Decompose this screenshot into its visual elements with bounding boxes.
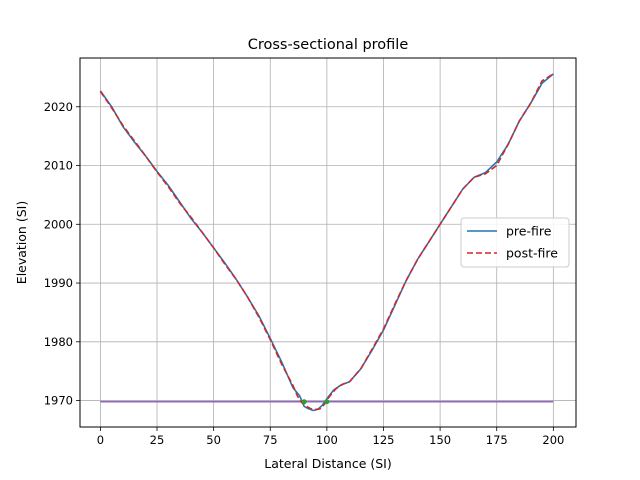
x-tick-label: 125 xyxy=(373,433,395,447)
x-tick-label: 100 xyxy=(316,433,338,447)
x-tick-label: 25 xyxy=(150,433,165,447)
y-axis-label: Elevation (SI) xyxy=(14,201,29,284)
series-layer xyxy=(99,73,554,412)
y-tick-label: 1980 xyxy=(44,335,73,349)
chart-title: Cross-sectional profile xyxy=(248,37,409,53)
plot-frame xyxy=(79,57,577,428)
marker-point xyxy=(301,399,307,405)
x-tick-label: 150 xyxy=(429,433,451,447)
x-tick-label: 200 xyxy=(542,433,564,447)
y-tick-label: 2010 xyxy=(44,159,73,173)
y-tick-label: 2020 xyxy=(44,100,73,114)
series-line-post-fire xyxy=(99,73,554,411)
y-tick-label: 2000 xyxy=(44,217,73,231)
legend: pre-fire post-fire xyxy=(460,217,570,268)
x-tick-label: 0 xyxy=(97,433,104,447)
y-tick-label: 1970 xyxy=(44,394,73,408)
x-tick-label: 50 xyxy=(206,433,221,447)
ticks: 0 25 50 75 100 125 150 175 200 1970 1980 1990 2000 20… xyxy=(44,100,565,447)
x-tick-label: 75 xyxy=(263,433,278,447)
x-axis-label: Lateral Distance (SI) xyxy=(264,456,391,471)
x-tick-label: 175 xyxy=(486,433,508,447)
legend-label-post-fire: post-fire xyxy=(506,246,558,261)
legend-label-pre-fire: pre-fire xyxy=(506,224,552,239)
y-tick-label: 1990 xyxy=(44,276,73,290)
marker-point xyxy=(324,399,330,405)
